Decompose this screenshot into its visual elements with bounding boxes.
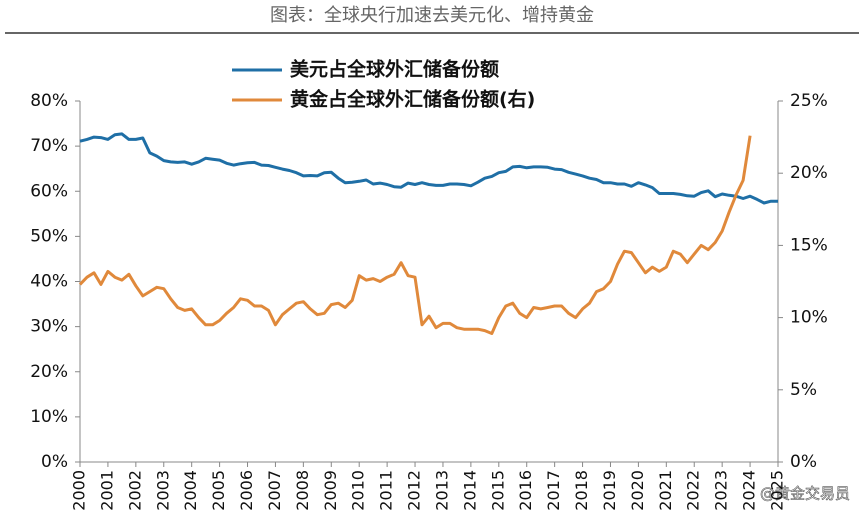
y-tick-label: 0% bbox=[41, 452, 68, 472]
x-tick-label: 2008 bbox=[293, 470, 312, 511]
x-tick-label: 2015 bbox=[488, 470, 507, 511]
y2-tick-label: 0% bbox=[790, 452, 817, 472]
x-tick-label: 2020 bbox=[628, 470, 647, 511]
y2-tick-label: 15% bbox=[790, 235, 828, 255]
y2-tick-label: 20% bbox=[790, 163, 828, 183]
x-tick-label: 2021 bbox=[656, 470, 675, 511]
x-tick-label: 2022 bbox=[684, 470, 703, 511]
y-tick-label: 10% bbox=[30, 407, 68, 427]
y-tick-label: 20% bbox=[30, 362, 68, 382]
series-line bbox=[79, 132, 778, 205]
y-tick-label: 60% bbox=[30, 181, 68, 201]
x-tick-label: 2014 bbox=[460, 470, 479, 511]
x-tick-label: 2018 bbox=[572, 470, 591, 511]
x-tick-label: 2012 bbox=[405, 470, 424, 511]
y2-tick-label: 25% bbox=[790, 91, 828, 111]
x-tick-label: 2007 bbox=[265, 470, 284, 511]
x-tick-label: 2011 bbox=[377, 470, 396, 511]
x-tick-label: 2016 bbox=[516, 470, 535, 511]
y2-tick-label: 10% bbox=[790, 308, 828, 328]
x-tick-label: 2017 bbox=[544, 470, 563, 511]
x-tick-label: 2005 bbox=[209, 470, 228, 511]
y-tick-label: 70% bbox=[30, 136, 68, 156]
legend-label: 美元占全球外汇储备份额 bbox=[290, 58, 499, 81]
y-tick-label: 30% bbox=[30, 317, 68, 337]
y-tick-label: 40% bbox=[30, 272, 68, 292]
watermark: @黄金交易员 bbox=[760, 485, 850, 503]
x-tick-label: 2006 bbox=[237, 470, 256, 511]
x-tick-label: 2019 bbox=[600, 470, 619, 511]
x-tick-label: 2003 bbox=[153, 470, 172, 511]
x-tick-label: 2009 bbox=[321, 470, 340, 511]
y-tick-label: 50% bbox=[30, 226, 68, 246]
x-tick-label: 2025 bbox=[768, 470, 787, 511]
y-tick-label: 80% bbox=[30, 91, 68, 111]
x-tick-label: 2000 bbox=[70, 470, 89, 511]
x-tick-label: 2004 bbox=[181, 470, 200, 511]
x-tick-label: 2002 bbox=[125, 470, 144, 511]
y2-tick-label: 5% bbox=[790, 380, 817, 400]
x-tick-label: 2001 bbox=[97, 470, 116, 511]
x-tick-label: 2010 bbox=[349, 470, 368, 511]
x-tick-label: 2013 bbox=[432, 470, 451, 511]
x-tick-label: 2024 bbox=[740, 470, 759, 511]
series-line bbox=[78, 135, 752, 335]
legend-label: 黄金占全球外汇储备份额(右) bbox=[290, 88, 535, 111]
x-tick-label: 2023 bbox=[712, 470, 731, 511]
chart-title: 图表：全球央行加速去美元化、增持黄金 bbox=[270, 5, 594, 26]
